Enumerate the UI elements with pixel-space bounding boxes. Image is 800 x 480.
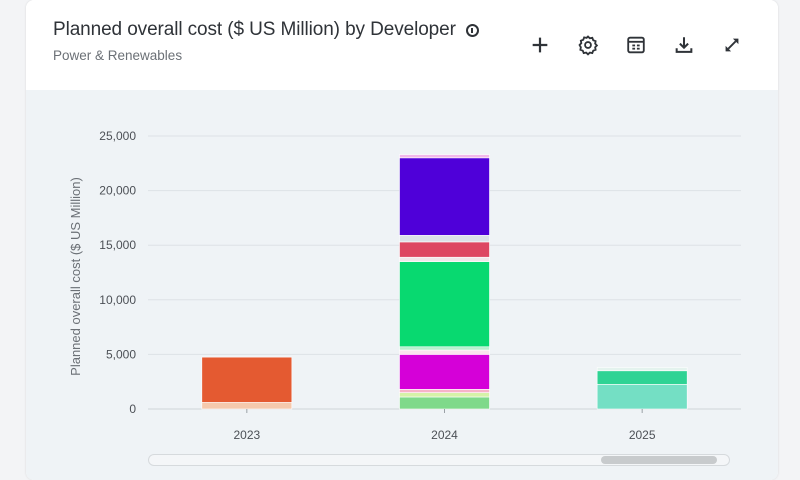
bar-segment[interactable]: Developer D: 400 bbox=[399, 392, 490, 398]
table-view-button[interactable] bbox=[612, 30, 660, 60]
bar-segment[interactable]: Developer B: 4150 bbox=[201, 356, 293, 403]
download-button[interactable] bbox=[660, 30, 708, 60]
bar-segment[interactable]: Developer P: 1250 bbox=[596, 370, 688, 385]
bar-segment[interactable]: Developer K: 1400 bbox=[399, 241, 490, 258]
bar-segment[interactable]: Developer A: 600 bbox=[201, 402, 293, 410]
chart-card: Planned overall cost ($ US Million) by D… bbox=[26, 0, 778, 480]
bar-segment[interactable]: Developer N: 300 bbox=[399, 154, 490, 159]
plot-area: 0 5,000 10,000 15,000 20,000 25,000 Planned ov… bbox=[26, 90, 778, 480]
bar-segment[interactable]: Developer M: 7100 bbox=[399, 157, 490, 236]
plus-icon bbox=[532, 37, 548, 53]
bar-segment[interactable]: Developer E: 300 bbox=[399, 389, 490, 393]
chart-subtitle: Power & Renewables bbox=[53, 48, 183, 63]
info-icon[interactable] bbox=[465, 23, 479, 37]
download-icon bbox=[675, 37, 693, 53]
bar-segment[interactable]: Developer L: 600 bbox=[399, 235, 490, 243]
bar-segment[interactable]: Developer Q: 300 bbox=[596, 367, 688, 372]
chart-toolbar bbox=[516, 30, 756, 60]
expand-icon bbox=[725, 38, 739, 52]
add-button[interactable] bbox=[516, 30, 564, 60]
y-tick-label: 20,000 bbox=[99, 184, 136, 198]
x-tick-label: 2025 bbox=[629, 428, 656, 442]
y-tick-label: 15,000 bbox=[99, 238, 136, 252]
chart-title: Planned overall cost ($ US Million) by D… bbox=[53, 19, 456, 40]
expand-button[interactable] bbox=[708, 30, 756, 60]
settings-button[interactable] bbox=[564, 30, 612, 60]
bar-segment[interactable]: Developer H: 300 bbox=[399, 346, 490, 351]
bar-segment[interactable]: Developer J: 400 bbox=[399, 256, 490, 262]
x-tick-label: 2024 bbox=[431, 428, 458, 442]
chart-title-row: Planned overall cost ($ US Million) by D… bbox=[53, 19, 479, 41]
bar-segment[interactable]: Developer C: 1100 bbox=[399, 396, 490, 410]
stacked-bar-chart: 0 5,000 10,000 15,000 20,000 25,000 Planned ov… bbox=[68, 129, 741, 442]
bar-segment[interactable]: Developer O: 2250 bbox=[596, 384, 688, 410]
y-axis-label: Planned overall cost ($ US Million) bbox=[68, 177, 83, 376]
y-tick-label: 25,000 bbox=[99, 129, 136, 143]
table-icon bbox=[627, 36, 645, 54]
gear-icon bbox=[578, 35, 599, 56]
card-header: Planned overall cost ($ US Million) by D… bbox=[26, 0, 778, 90]
y-tick-label: 0 bbox=[129, 402, 136, 416]
y-tick-label: 10,000 bbox=[99, 293, 136, 307]
y-tick-label: 5,000 bbox=[106, 347, 136, 361]
scrollbar-thumb[interactable] bbox=[601, 456, 718, 464]
bar-segment[interactable]: Developer I: 7800 bbox=[399, 261, 490, 348]
bar-segment[interactable]: Developer F: 3200 bbox=[399, 354, 490, 390]
bar-segment[interactable]: Developer G: 400 bbox=[399, 349, 490, 355]
x-tick-label: 2023 bbox=[233, 428, 260, 442]
horizontal-scrollbar[interactable] bbox=[148, 454, 730, 466]
